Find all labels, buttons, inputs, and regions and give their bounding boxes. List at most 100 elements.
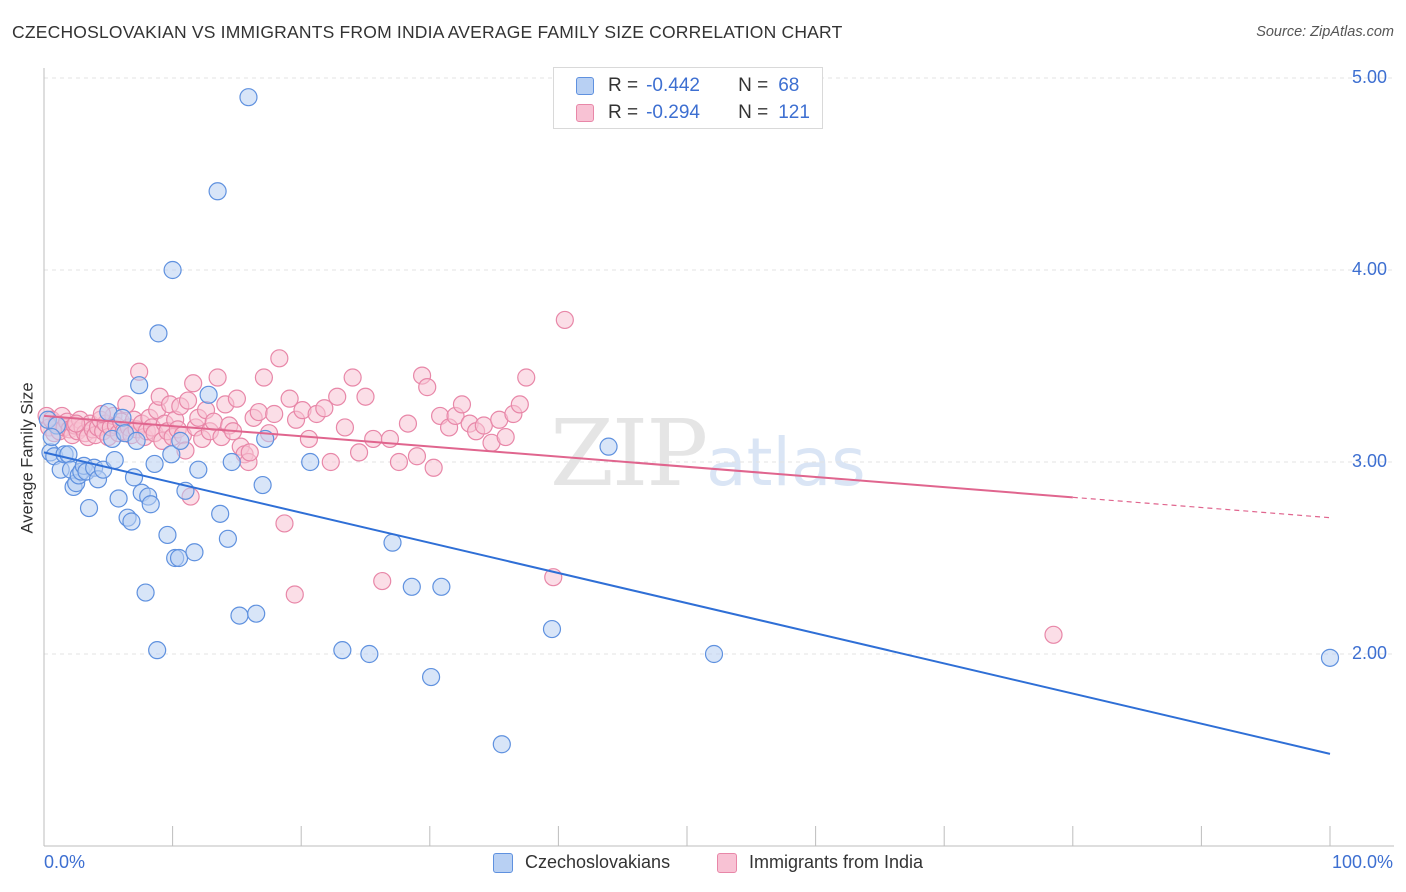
czech-point bbox=[130, 376, 149, 395]
y-tick-label: 2.00 bbox=[1352, 643, 1388, 663]
czech-point bbox=[301, 452, 320, 472]
czech-point bbox=[704, 644, 724, 664]
czech-point bbox=[169, 548, 189, 568]
czech-point bbox=[145, 454, 164, 474]
trend-lines bbox=[43, 414, 1331, 755]
czech-point bbox=[163, 260, 182, 280]
r-label: R = bbox=[608, 102, 639, 123]
india-point bbox=[299, 429, 319, 449]
india-point bbox=[321, 452, 340, 472]
czech-point bbox=[42, 427, 61, 447]
india-point bbox=[335, 418, 355, 437]
legend-row-czech: R = -0.442 N = 68 bbox=[576, 73, 799, 99]
correlation-legend: R = -0.442 N = 68 R = -0.294 N = 121 bbox=[553, 67, 823, 129]
czech-point bbox=[492, 735, 511, 754]
india-point bbox=[555, 310, 574, 330]
n-value: 121 bbox=[778, 102, 810, 123]
india-point bbox=[275, 514, 294, 533]
india-point bbox=[1044, 625, 1063, 644]
india-point bbox=[178, 391, 198, 410]
n-label: N = bbox=[738, 75, 769, 96]
india-point bbox=[398, 414, 418, 433]
n-label: N = bbox=[738, 102, 769, 123]
czech-point bbox=[105, 450, 124, 470]
series-legend: Czechoslovakians Immigrants from India bbox=[0, 852, 1406, 878]
india-point bbox=[227, 389, 246, 408]
czech-point bbox=[253, 475, 272, 495]
czech-swatch bbox=[576, 77, 594, 95]
legend-item-india: Immigrants from India bbox=[717, 852, 923, 873]
czech-point bbox=[171, 431, 190, 450]
grid-lines bbox=[44, 77, 1394, 655]
india-legend-swatch bbox=[717, 852, 737, 873]
x-tick-label-min: 0.0% bbox=[44, 852, 86, 872]
india-point bbox=[349, 443, 369, 462]
czech-point bbox=[141, 495, 160, 514]
czech-point bbox=[199, 385, 218, 404]
czech-point bbox=[421, 667, 441, 687]
india-point bbox=[343, 368, 362, 387]
india-point bbox=[265, 404, 284, 424]
source-credit: Source: ZipAtlas.com bbox=[1256, 24, 1394, 40]
y-tick-label: 5.00 bbox=[1352, 67, 1388, 87]
czech-point bbox=[109, 489, 128, 508]
india-point bbox=[452, 395, 472, 414]
czech-point bbox=[360, 644, 379, 664]
india-point bbox=[407, 447, 427, 466]
india-swatch bbox=[576, 104, 594, 122]
india-series-points bbox=[37, 310, 1063, 644]
czech-point bbox=[383, 533, 402, 552]
czech-point bbox=[158, 525, 177, 545]
india-point bbox=[208, 368, 227, 387]
india-point bbox=[285, 585, 304, 604]
y-tick-label: 4.00 bbox=[1352, 259, 1388, 279]
india-point bbox=[315, 399, 334, 418]
czech-point bbox=[333, 641, 352, 660]
india-point bbox=[474, 416, 493, 435]
x-tick-label-max: 100.0% bbox=[1331, 852, 1393, 872]
legend-label-india: Immigrants from India bbox=[749, 852, 924, 872]
czech-point bbox=[208, 182, 227, 201]
czech-point bbox=[113, 408, 132, 427]
india-point bbox=[240, 443, 259, 462]
india-point bbox=[517, 368, 536, 387]
czech-point bbox=[148, 641, 167, 660]
r-value: -0.294 bbox=[646, 102, 700, 123]
india-trend-extension bbox=[1072, 496, 1331, 519]
czech-point bbox=[432, 577, 451, 596]
india-point bbox=[270, 349, 289, 368]
india-point bbox=[510, 395, 529, 414]
czech-point bbox=[136, 583, 155, 602]
india-point bbox=[389, 452, 409, 472]
r-label: R = bbox=[608, 75, 639, 96]
legend-item-czech: Czechoslovakians bbox=[493, 852, 670, 873]
czech-point bbox=[185, 543, 204, 562]
czech-point bbox=[122, 512, 141, 531]
watermark-zip: ZIP bbox=[550, 400, 708, 507]
india-point bbox=[380, 429, 400, 449]
czech-point bbox=[230, 606, 249, 625]
czech-point bbox=[1320, 648, 1340, 667]
czech-point bbox=[127, 431, 146, 450]
czech-point bbox=[162, 445, 181, 464]
chart-title: CZECHOSLOVAKIAN VS IMMIGRANTS FROM INDIA… bbox=[12, 22, 843, 42]
czech-point bbox=[247, 604, 266, 623]
r-value: -0.442 bbox=[646, 75, 700, 96]
czech-point bbox=[149, 324, 168, 343]
india-point bbox=[424, 458, 443, 477]
legend-row-india: R = -0.294 N = 121 bbox=[576, 100, 810, 126]
czech-point bbox=[402, 577, 421, 596]
india-point bbox=[496, 427, 515, 447]
india-trend-line bbox=[43, 414, 1073, 499]
czech-point bbox=[218, 529, 237, 548]
legend-label-czech: Czechoslovakians bbox=[525, 852, 671, 872]
czech-point bbox=[211, 504, 230, 523]
czech-point bbox=[189, 460, 208, 479]
y-tick-label: 3.00 bbox=[1352, 451, 1388, 471]
czech-point bbox=[542, 619, 562, 639]
india-point bbox=[328, 387, 347, 406]
india-point bbox=[373, 571, 392, 591]
czech-point bbox=[239, 88, 258, 107]
india-point bbox=[249, 402, 268, 422]
